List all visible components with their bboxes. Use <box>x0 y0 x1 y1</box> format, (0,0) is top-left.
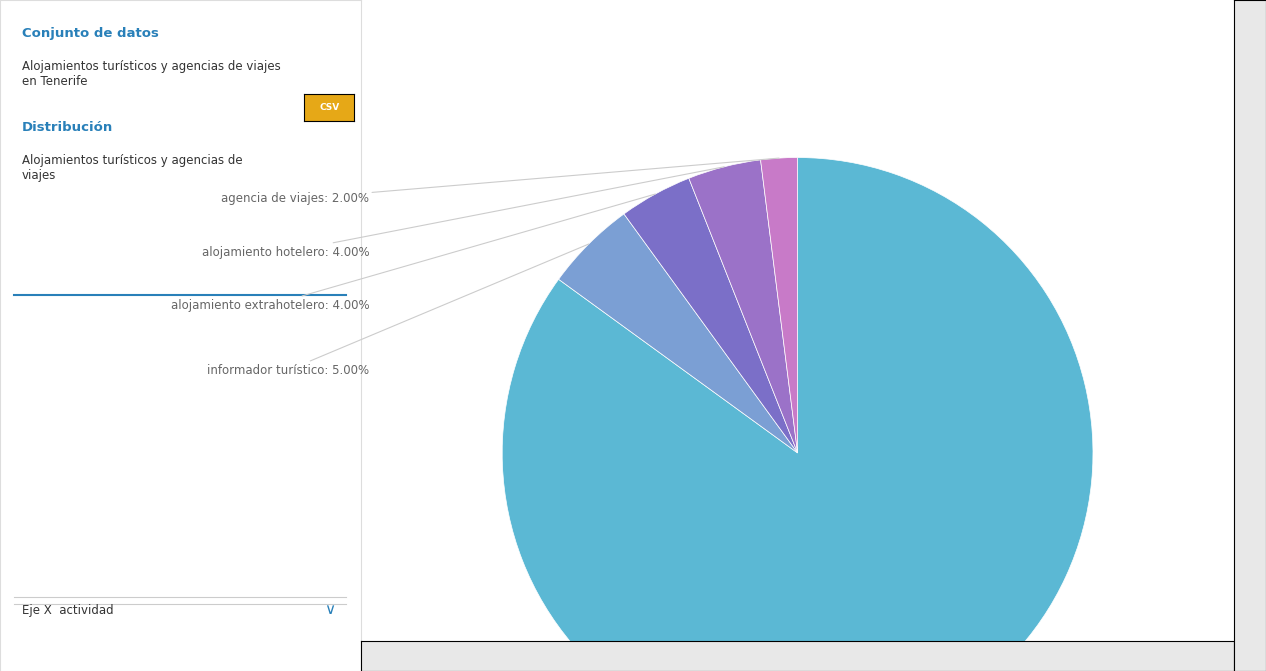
Wedge shape <box>761 158 798 453</box>
Text: CSV: CSV <box>319 103 339 112</box>
Text: informador turístico: 5.00%: informador turístico: 5.00% <box>208 244 589 376</box>
Wedge shape <box>689 160 798 453</box>
Text: alojamiento hotelero: 4.00%: alojamiento hotelero: 4.00% <box>201 167 724 258</box>
Wedge shape <box>624 178 798 453</box>
Wedge shape <box>503 158 1093 671</box>
Text: Eje X  actividad: Eje X actividad <box>22 605 113 617</box>
Text: Alojamientos turísticos y agencias de viajes
en Tenerife: Alojamientos turísticos y agencias de vi… <box>22 60 280 89</box>
Text: Distribución: Distribución <box>22 121 113 134</box>
Text: agencia de viajes: 2.00%: agencia de viajes: 2.00% <box>222 158 779 205</box>
Text: Conjunto de datos: Conjunto de datos <box>22 27 158 40</box>
Text: Alojamientos turísticos y agencias de
viajes: Alojamientos turísticos y agencias de vi… <box>22 154 242 183</box>
Text: ∨: ∨ <box>324 603 335 617</box>
Text: alojamiento extrahotelero: 4.00%: alojamiento extrahotelero: 4.00% <box>171 194 656 312</box>
Wedge shape <box>558 214 798 453</box>
